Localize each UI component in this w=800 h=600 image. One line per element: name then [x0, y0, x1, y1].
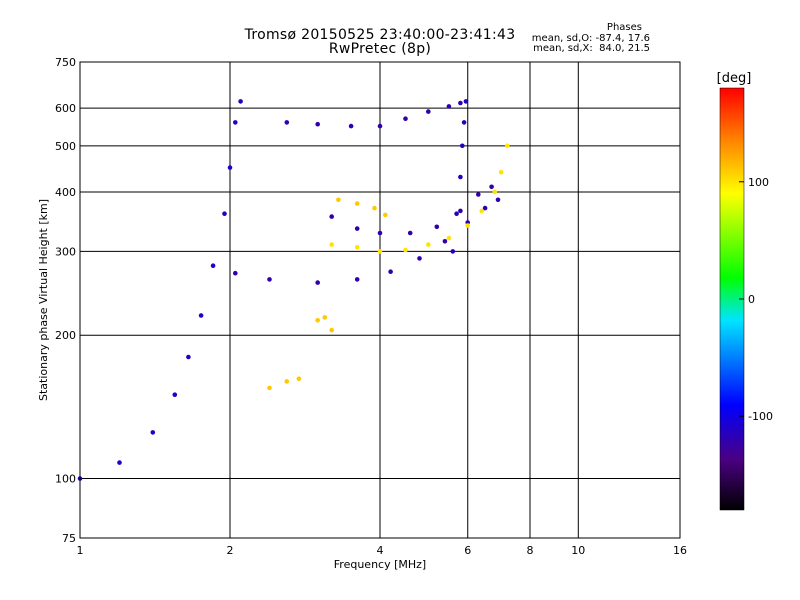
data-point: [504, 143, 510, 149]
y-tick-label: 200: [55, 329, 76, 342]
data-point: [267, 385, 272, 391]
data-point: [426, 109, 431, 114]
data-point: [284, 379, 290, 384]
data-point: [454, 211, 459, 216]
data-point: [198, 313, 204, 318]
data-point: [417, 256, 422, 261]
data-point: [238, 99, 243, 104]
data-point: [329, 327, 335, 333]
data-point: [233, 270, 238, 276]
data-point: [267, 277, 272, 282]
data-point: [458, 100, 463, 106]
y-tick-label: 400: [55, 186, 76, 199]
data-point: [284, 120, 290, 125]
data-point: [186, 354, 191, 360]
x-axis-label: Frequency [MHz]: [334, 558, 426, 571]
grid-lines: [80, 62, 680, 538]
data-point: [492, 189, 498, 195]
x-tick-label: 6: [464, 544, 471, 557]
data-point: [354, 245, 360, 250]
y-tick-label: 100: [55, 473, 76, 486]
colorbar-tick-label: 100: [748, 176, 769, 189]
data-point: [460, 143, 465, 149]
data-points: [77, 99, 510, 481]
y-tick-label: 500: [55, 140, 76, 153]
data-point: [403, 247, 408, 253]
data-point: [442, 239, 448, 244]
data-point: [465, 223, 471, 228]
x-tick-label: 10: [571, 544, 585, 557]
colorbar-tick-label: 0: [748, 293, 755, 306]
data-point: [315, 280, 321, 285]
data-point: [458, 174, 463, 180]
data-point: [463, 99, 469, 104]
data-point: [476, 192, 481, 197]
plot-frame: [79, 61, 681, 539]
data-point: [407, 230, 413, 236]
data-point: [233, 120, 238, 125]
data-point: [322, 315, 328, 320]
data-point: [329, 214, 335, 219]
data-point: [377, 123, 383, 129]
data-point: [403, 116, 408, 121]
data-point: [117, 460, 122, 465]
data-point: [315, 318, 321, 323]
colorbar-label: [deg]: [717, 71, 752, 86]
data-point: [354, 201, 360, 206]
phases-heading: Phases: [606, 22, 642, 33]
y-tick-label: 750: [55, 56, 76, 69]
x-tick-label: 4: [377, 544, 384, 557]
data-point: [461, 120, 467, 125]
data-point: [383, 212, 388, 218]
phases-o-stats: mean, sd,O: -87.4, 17.6: [531, 33, 650, 44]
data-point: [172, 392, 178, 398]
data-point: [296, 376, 302, 382]
y-tick-label: 75: [62, 532, 76, 545]
phases-x-stats: mean, sd,X: 84.0, 21.5: [533, 43, 650, 54]
y-tick-label: 600: [55, 102, 76, 115]
data-point: [348, 123, 354, 129]
data-point: [377, 249, 383, 254]
data-point: [434, 224, 440, 230]
chart-subtitle: RwPretec (8p): [328, 41, 432, 57]
chart-title: Tromsø 20150525 23:40:00-23:41:43: [244, 27, 516, 43]
colorbar: [deg] 100 0 -100: [717, 71, 773, 511]
data-point: [377, 230, 383, 236]
data-point: [489, 184, 494, 190]
data-point: [354, 226, 360, 231]
data-point: [315, 121, 321, 127]
x-tick-label: 1: [77, 544, 84, 557]
data-point: [210, 263, 216, 269]
data-point: [479, 208, 485, 214]
data-point: [450, 249, 456, 254]
data-point: [329, 242, 335, 247]
y-tick-label: 300: [55, 245, 76, 258]
data-point: [482, 205, 488, 211]
axis-ticks: 1 2 4 6 8 10 16 75 100 200 300 400 500 600 750: [55, 56, 687, 557]
data-point: [336, 197, 341, 203]
data-point: [388, 269, 393, 275]
x-tick-label: 8: [527, 544, 534, 557]
data-point: [426, 242, 431, 247]
data-point: [446, 104, 452, 109]
y-axis-label: Stationary phase Virtual Height [km]: [37, 199, 50, 401]
data-point: [446, 235, 452, 241]
data-point: [495, 197, 501, 203]
data-point: [372, 205, 377, 211]
x-tick-label: 16: [673, 544, 687, 557]
data-point: [227, 165, 233, 170]
data-point: [458, 208, 463, 214]
x-tick-label: 2: [227, 544, 234, 557]
data-point: [498, 169, 504, 175]
colorbar-tick-label: -100: [748, 410, 773, 423]
data-point: [222, 211, 227, 216]
data-point: [150, 430, 156, 435]
data-point: [354, 277, 360, 282]
